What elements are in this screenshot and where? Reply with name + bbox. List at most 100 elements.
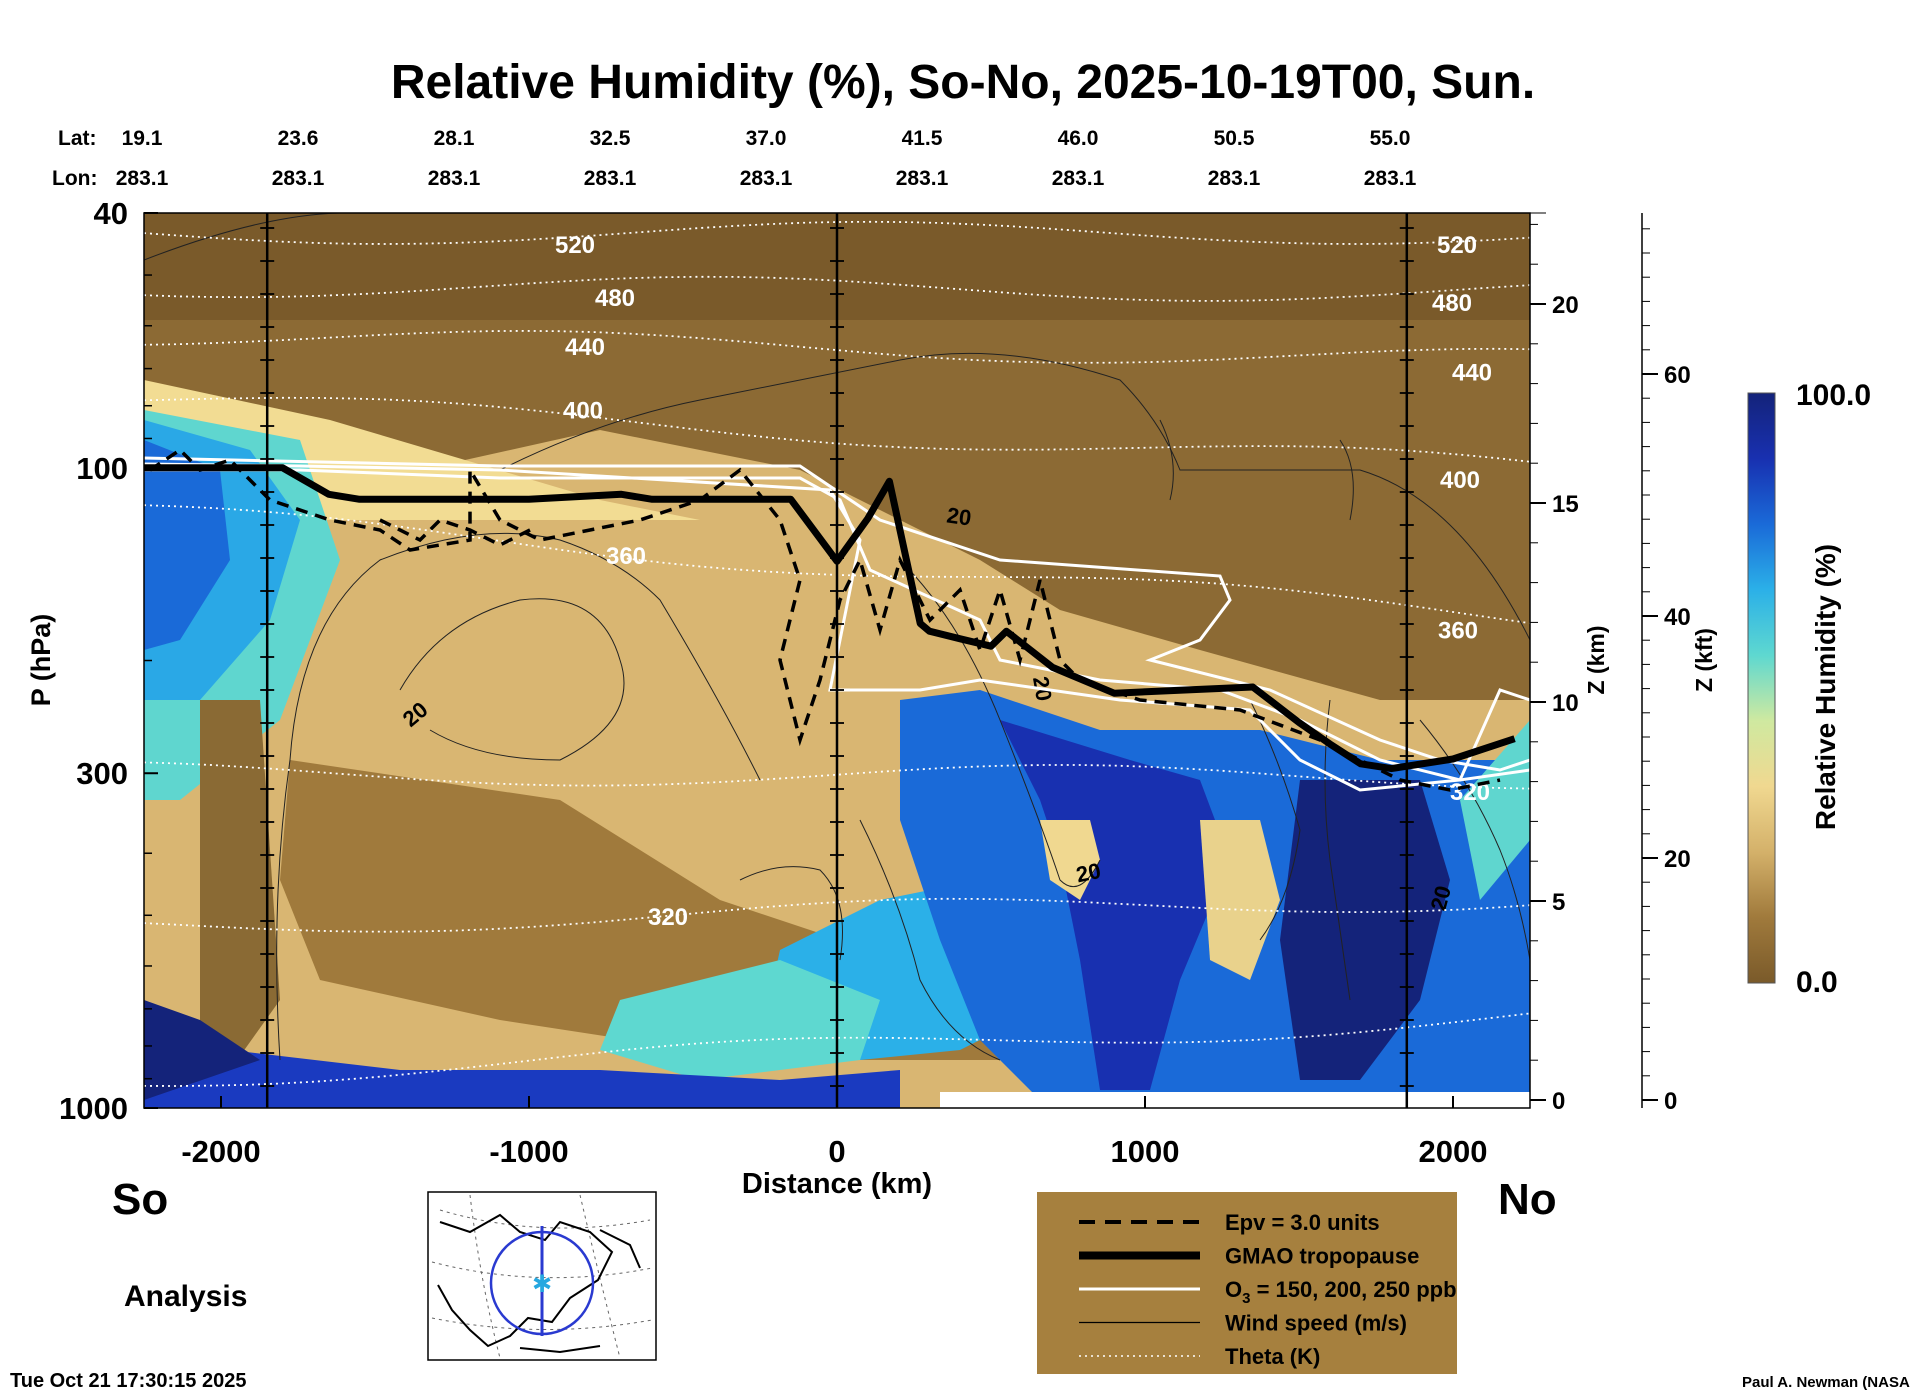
lat-value: 23.6 (278, 127, 319, 150)
lat-value: 32.5 (590, 127, 631, 150)
legend-subscript: 3 (1242, 1290, 1250, 1307)
lon-value: 283.1 (1052, 167, 1105, 190)
zkm-tick-label: 20 (1552, 292, 1579, 319)
y-tick-label: 40 (94, 196, 128, 231)
wind-contour-0 (144, 213, 341, 261)
lon-value: 283.1 (116, 167, 169, 190)
legend-label: GMAO tropopause (1225, 1244, 1419, 1269)
field-north-light-pocket (1040, 820, 1100, 900)
x-tick-label: 2000 (1419, 1134, 1488, 1169)
ozone-contour-2 (144, 462, 1530, 792)
ozone-contour-0 (144, 456, 1530, 772)
wind-contour-8 (739, 866, 843, 961)
legend-label: Theta (K) (1225, 1344, 1320, 1369)
zkft-tick-label: 60 (1664, 362, 1691, 389)
lon-value: 283.1 (1208, 167, 1261, 190)
field-north-darkblue (1000, 720, 1230, 1090)
author-credit: Paul A. Newman (NASA (1742, 1374, 1910, 1391)
epv-contours (149, 447, 1501, 792)
x-axis: -2000 -1000 0 1000 2000 (181, 1096, 1487, 1169)
tropopause-path (144, 464, 1516, 773)
south-end-label: So (112, 1175, 168, 1224)
wind-contour-2 (399, 598, 625, 761)
wind-contour-6 (1419, 719, 1530, 961)
lon-value: 283.1 (272, 167, 325, 190)
y-axis-label: P (hPa) (26, 614, 56, 707)
field-surface-deep (144, 1000, 260, 1100)
lon-value: 283.1 (1364, 167, 1417, 190)
x-axis-label: Distance (km) (742, 1168, 932, 1200)
zkft-tick-label: 40 (1664, 604, 1691, 631)
lon-value: 283.1 (428, 167, 481, 190)
tropopause-line (144, 464, 1516, 773)
y-tick-label: 300 (76, 756, 128, 791)
theta-label-400: 400 (563, 398, 603, 425)
zkm-tick-label: 10 (1552, 690, 1579, 717)
wind-contour-label: 20 (1074, 858, 1103, 888)
colorbar (1747, 392, 1776, 984)
wind-contour-5 (1324, 699, 1351, 1001)
wind-contour-9 (1159, 419, 1354, 521)
map-coastlines (437, 1213, 641, 1354)
epv-contour-1 (379, 517, 531, 547)
zkft-tick-label: 0 (1664, 1088, 1677, 1115)
wind-contour-1 (276, 532, 761, 1061)
theta-label-480: 480 (1432, 290, 1472, 317)
inset-map: ✱ (427, 1191, 657, 1361)
timestamp-label: Tue Oct 21 17:30:15 2025 (10, 1370, 246, 1392)
zkft-tick-label: 20 (1664, 846, 1691, 873)
colorbar-min-label: 0.0 (1796, 966, 1838, 999)
map-center-star-icon: ✱ (532, 1271, 552, 1298)
y-tick-label: 100 (76, 451, 128, 486)
lat-value: 46.0 (1058, 127, 1099, 150)
z-km-axis: 0 5 10 15 20 (1530, 212, 1579, 1115)
field-dry-column (200, 700, 280, 1070)
field-surface-white (940, 1092, 1530, 1108)
analysis-label: Analysis (124, 1280, 247, 1313)
epv-contour-0 (149, 447, 1501, 792)
lat-value: 50.5 (1214, 127, 1255, 150)
location-markers (260, 213, 1414, 1108)
wind-contour-4 (899, 559, 1101, 888)
theta-label-520: 520 (555, 232, 595, 259)
wind-contour-label: 20 (945, 502, 973, 530)
legend-label-rest: = 150, 200, 250 ppb (1250, 1277, 1456, 1302)
theta-label-440: 440 (565, 334, 605, 361)
x-tick-label: 1000 (1111, 1134, 1180, 1169)
z-km-axis-label: Z (km) (1583, 626, 1609, 695)
lon-value: 283.1 (740, 167, 793, 190)
x-tick-label: 0 (828, 1134, 845, 1169)
north-end-label: No (1498, 1175, 1557, 1224)
theta-label-520: 520 (1437, 232, 1477, 259)
lat-value: 37.0 (746, 127, 787, 150)
chart-title: Relative Humidity (%), So-No, 2025-10-19… (391, 56, 1535, 109)
theta-label-440: 440 (1452, 360, 1492, 387)
x-tick-label: -2000 (181, 1134, 260, 1169)
zkm-tick-label: 0 (1552, 1088, 1565, 1115)
ozone-contours (144, 456, 1530, 792)
lat-lon-header: 19.1 283.1 23.6 283.1 28.1 283.1 32.5 283.1 37.0… (116, 127, 1417, 190)
theta-label-480: 480 (595, 285, 635, 312)
lon-value: 283.1 (896, 167, 949, 190)
zkm-tick-label: 15 (1552, 491, 1579, 518)
z-kft-axis-label: Z (kft) (1691, 628, 1717, 692)
colorbar-max-label: 100.0 (1796, 379, 1871, 412)
field-blue-left (144, 440, 230, 650)
field-mid-cyan (600, 960, 880, 1080)
field-surface-band (144, 1000, 900, 1108)
y-tick-label: 1000 (59, 1091, 128, 1126)
lat-value: 19.1 (122, 127, 163, 150)
theta-label-400: 400 (1440, 467, 1480, 494)
lat-value: 28.1 (434, 127, 475, 150)
zkm-tick-label: 5 (1552, 889, 1565, 916)
lat-value: 41.5 (902, 127, 943, 150)
ozone-contour-1 (144, 468, 1530, 782)
x-tick-label: -1000 (489, 1134, 568, 1169)
wind-contour-7 (859, 819, 1001, 1061)
lat-header-label: Lat: (58, 127, 97, 150)
y-axis: 40 100 300 1000 (59, 196, 158, 1126)
legend-label: Wind speed (m/s) (1225, 1311, 1407, 1336)
theta-label-360: 360 (1438, 618, 1478, 645)
lon-value: 283.1 (584, 167, 637, 190)
